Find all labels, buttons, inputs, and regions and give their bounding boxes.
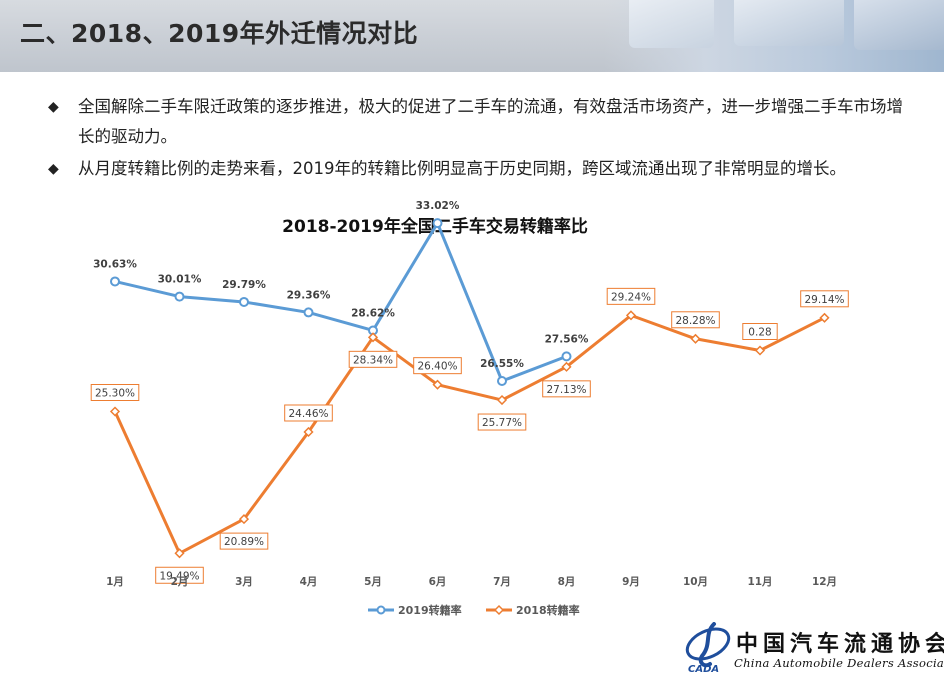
data-label-box-2018	[671, 311, 720, 329]
cada-logo-icon: CADA	[685, 622, 731, 674]
x-tick-label: 5月	[364, 576, 382, 588]
diamond-bullet-icon: ◆	[48, 99, 59, 115]
data-point-2019	[239, 296, 249, 307]
legend-label: 2018转籍率	[516, 603, 580, 617]
x-tick-label: 8月	[558, 576, 576, 588]
data-label-box-2018	[800, 290, 849, 308]
data-point-2018	[174, 548, 185, 559]
logo-name-en: China Automobile Dealers Association	[734, 656, 944, 670]
x-tick-label: 9月	[622, 576, 640, 588]
data-point-2018	[238, 514, 250, 525]
data-point-2019	[174, 291, 185, 302]
data-label-2019: 33.02%	[416, 200, 460, 212]
legend-label: 2019转籍率	[398, 603, 462, 617]
association-logo: CADA 中国汽车流通协会 China Automobile Dealers A…	[684, 620, 944, 678]
data-label-2019: 30.01%	[158, 274, 202, 286]
legend-marker	[493, 604, 505, 616]
diamond-bullet-icon: ◆	[48, 161, 59, 177]
data-label-2019: 29.36%	[287, 289, 331, 301]
legend-marker	[376, 605, 386, 615]
data-label-2018: 28.28%	[675, 315, 715, 327]
x-tick-label: 3月	[235, 576, 253, 588]
data-label-2019: 27.56%	[545, 333, 589, 345]
data-point-2019	[432, 218, 443, 229]
data-label-box-2018	[542, 380, 591, 398]
logo-abbr: CADA	[688, 664, 719, 674]
data-point-2018	[303, 426, 314, 438]
data-label-2019: 30.63%	[93, 258, 137, 270]
data-label-2019: 28.62%	[351, 307, 395, 319]
x-tick-label: 10月	[683, 576, 708, 588]
data-label-2018: 25.77%	[482, 417, 522, 429]
data-label-box-2018	[90, 384, 140, 401]
data-label-2018: 29.24%	[611, 291, 651, 303]
bullet-text: 从月度转籍比例的走势来看，2019年的转籍比例明显高于历史同期，跨区域流通出现了…	[78, 159, 846, 178]
x-tick-label: 2月	[171, 576, 189, 588]
data-label-box-2018	[477, 413, 527, 431]
data-label-2018: 27.13%	[546, 384, 586, 396]
x-tick-label: 4月	[300, 576, 318, 588]
data-point-2019	[561, 351, 572, 362]
data-label-box-2018	[606, 287, 656, 305]
data-point-2018	[561, 361, 572, 372]
bullet-text: 全国解除二手车限迁政策的逐步推进，极大的促进了二手车的流通，有效盘活市场资产，进…	[78, 97, 903, 146]
data-label-2018: 25.30%	[95, 388, 135, 400]
data-point-2019	[303, 307, 314, 318]
bullet-item: ◆ 从月度转籍比例的走势来看，2019年的转籍比例明显高于历史同期，跨区域流通出…	[48, 154, 918, 184]
x-tick-label: 12月	[812, 576, 837, 588]
data-point-2018	[496, 394, 508, 406]
bullet-item: ◆ 全国解除二手车限迁政策的逐步推进，极大的促进了二手车的流通，有效盘活市场资产…	[48, 92, 918, 152]
bullet-list: ◆ 全国解除二手车限迁政策的逐步推进，极大的促进了二手车的流通，有效盘活市场资产…	[48, 92, 918, 186]
series-line-2019	[114, 221, 568, 383]
x-tick-label: 1月	[106, 576, 124, 588]
data-point-2019	[497, 376, 507, 386]
header-decoration	[604, 0, 944, 72]
data-label-2018: 24.46%	[288, 408, 328, 420]
data-point-2018	[109, 406, 121, 417]
data-label-box-2018	[742, 323, 778, 340]
data-label-2018: 28.34%	[353, 354, 393, 366]
data-label-2018: 20.89%	[224, 536, 264, 548]
data-label-2018: 0.28	[748, 327, 771, 339]
data-point-2018	[690, 333, 701, 344]
data-label-2018: 29.14%	[804, 294, 844, 306]
logo-name-cn: 中国汽车流通协会	[736, 631, 944, 657]
data-point-2018	[367, 332, 379, 343]
data-point-2019	[110, 276, 120, 287]
data-point-2018	[432, 379, 443, 390]
data-point-2018	[754, 345, 766, 356]
x-tick-label: 6月	[429, 576, 447, 588]
data-label-box-2018	[219, 532, 269, 550]
data-label-box-2018	[284, 404, 333, 422]
data-label-2018: 26.40%	[417, 361, 457, 373]
data-label-2019: 26.55%	[480, 358, 524, 370]
data-point-2018	[819, 312, 830, 323]
data-label-box-2018	[413, 357, 462, 375]
series-line-2018	[113, 313, 826, 555]
data-point-2018	[625, 310, 637, 321]
x-tick-label: 11月	[747, 576, 772, 588]
x-tick-label: 7月	[493, 576, 511, 588]
data-label-2018: 19.49%	[159, 570, 199, 582]
data-label-box-2018	[155, 566, 204, 584]
data-label-2019: 29.79%	[222, 279, 266, 291]
page-title: 二、2018、2019年外迁情况对比	[20, 19, 419, 48]
data-label-box-2018	[348, 350, 398, 368]
